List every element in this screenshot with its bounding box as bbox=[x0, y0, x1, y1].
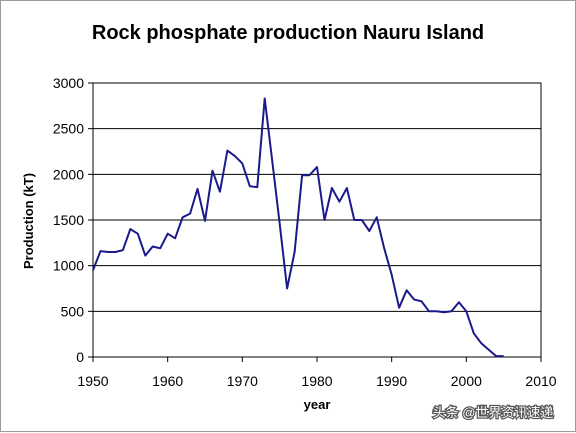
y-tick-label: 0 bbox=[76, 349, 84, 365]
y-tick-label: 3000 bbox=[53, 75, 84, 91]
watermark: 头条 @世界资讯速递 bbox=[433, 405, 554, 420]
x-tick-label: 1990 bbox=[376, 373, 407, 389]
y-tick-label: 2000 bbox=[53, 166, 84, 182]
x-tick-label: 1960 bbox=[152, 373, 183, 389]
gridlines bbox=[93, 82, 541, 358]
y-tick-label: 1500 bbox=[53, 212, 84, 228]
x-tick-label: 1980 bbox=[301, 373, 332, 389]
x-tick-label: 2010 bbox=[525, 373, 556, 389]
x-axis: 1950 1960 1970 1980 1990 2000 2010 bbox=[77, 357, 557, 389]
x-tick-label: 1950 bbox=[77, 373, 108, 389]
chart-title: Rock phosphate production Nauru Island bbox=[92, 22, 484, 44]
y-tick-label: 500 bbox=[61, 303, 85, 319]
x-tick-label: 2000 bbox=[451, 373, 482, 389]
x-axis-title: year bbox=[304, 397, 331, 412]
y-tick-label: 1000 bbox=[53, 258, 84, 274]
y-tick-label: 2500 bbox=[53, 121, 84, 137]
series-line bbox=[92, 97, 504, 358]
y-axis-title: Production (kT) bbox=[21, 173, 36, 269]
y-axis: 0 500 1000 1500 2000 2500 3000 bbox=[53, 75, 93, 365]
x-tick-label: 1970 bbox=[227, 373, 258, 389]
